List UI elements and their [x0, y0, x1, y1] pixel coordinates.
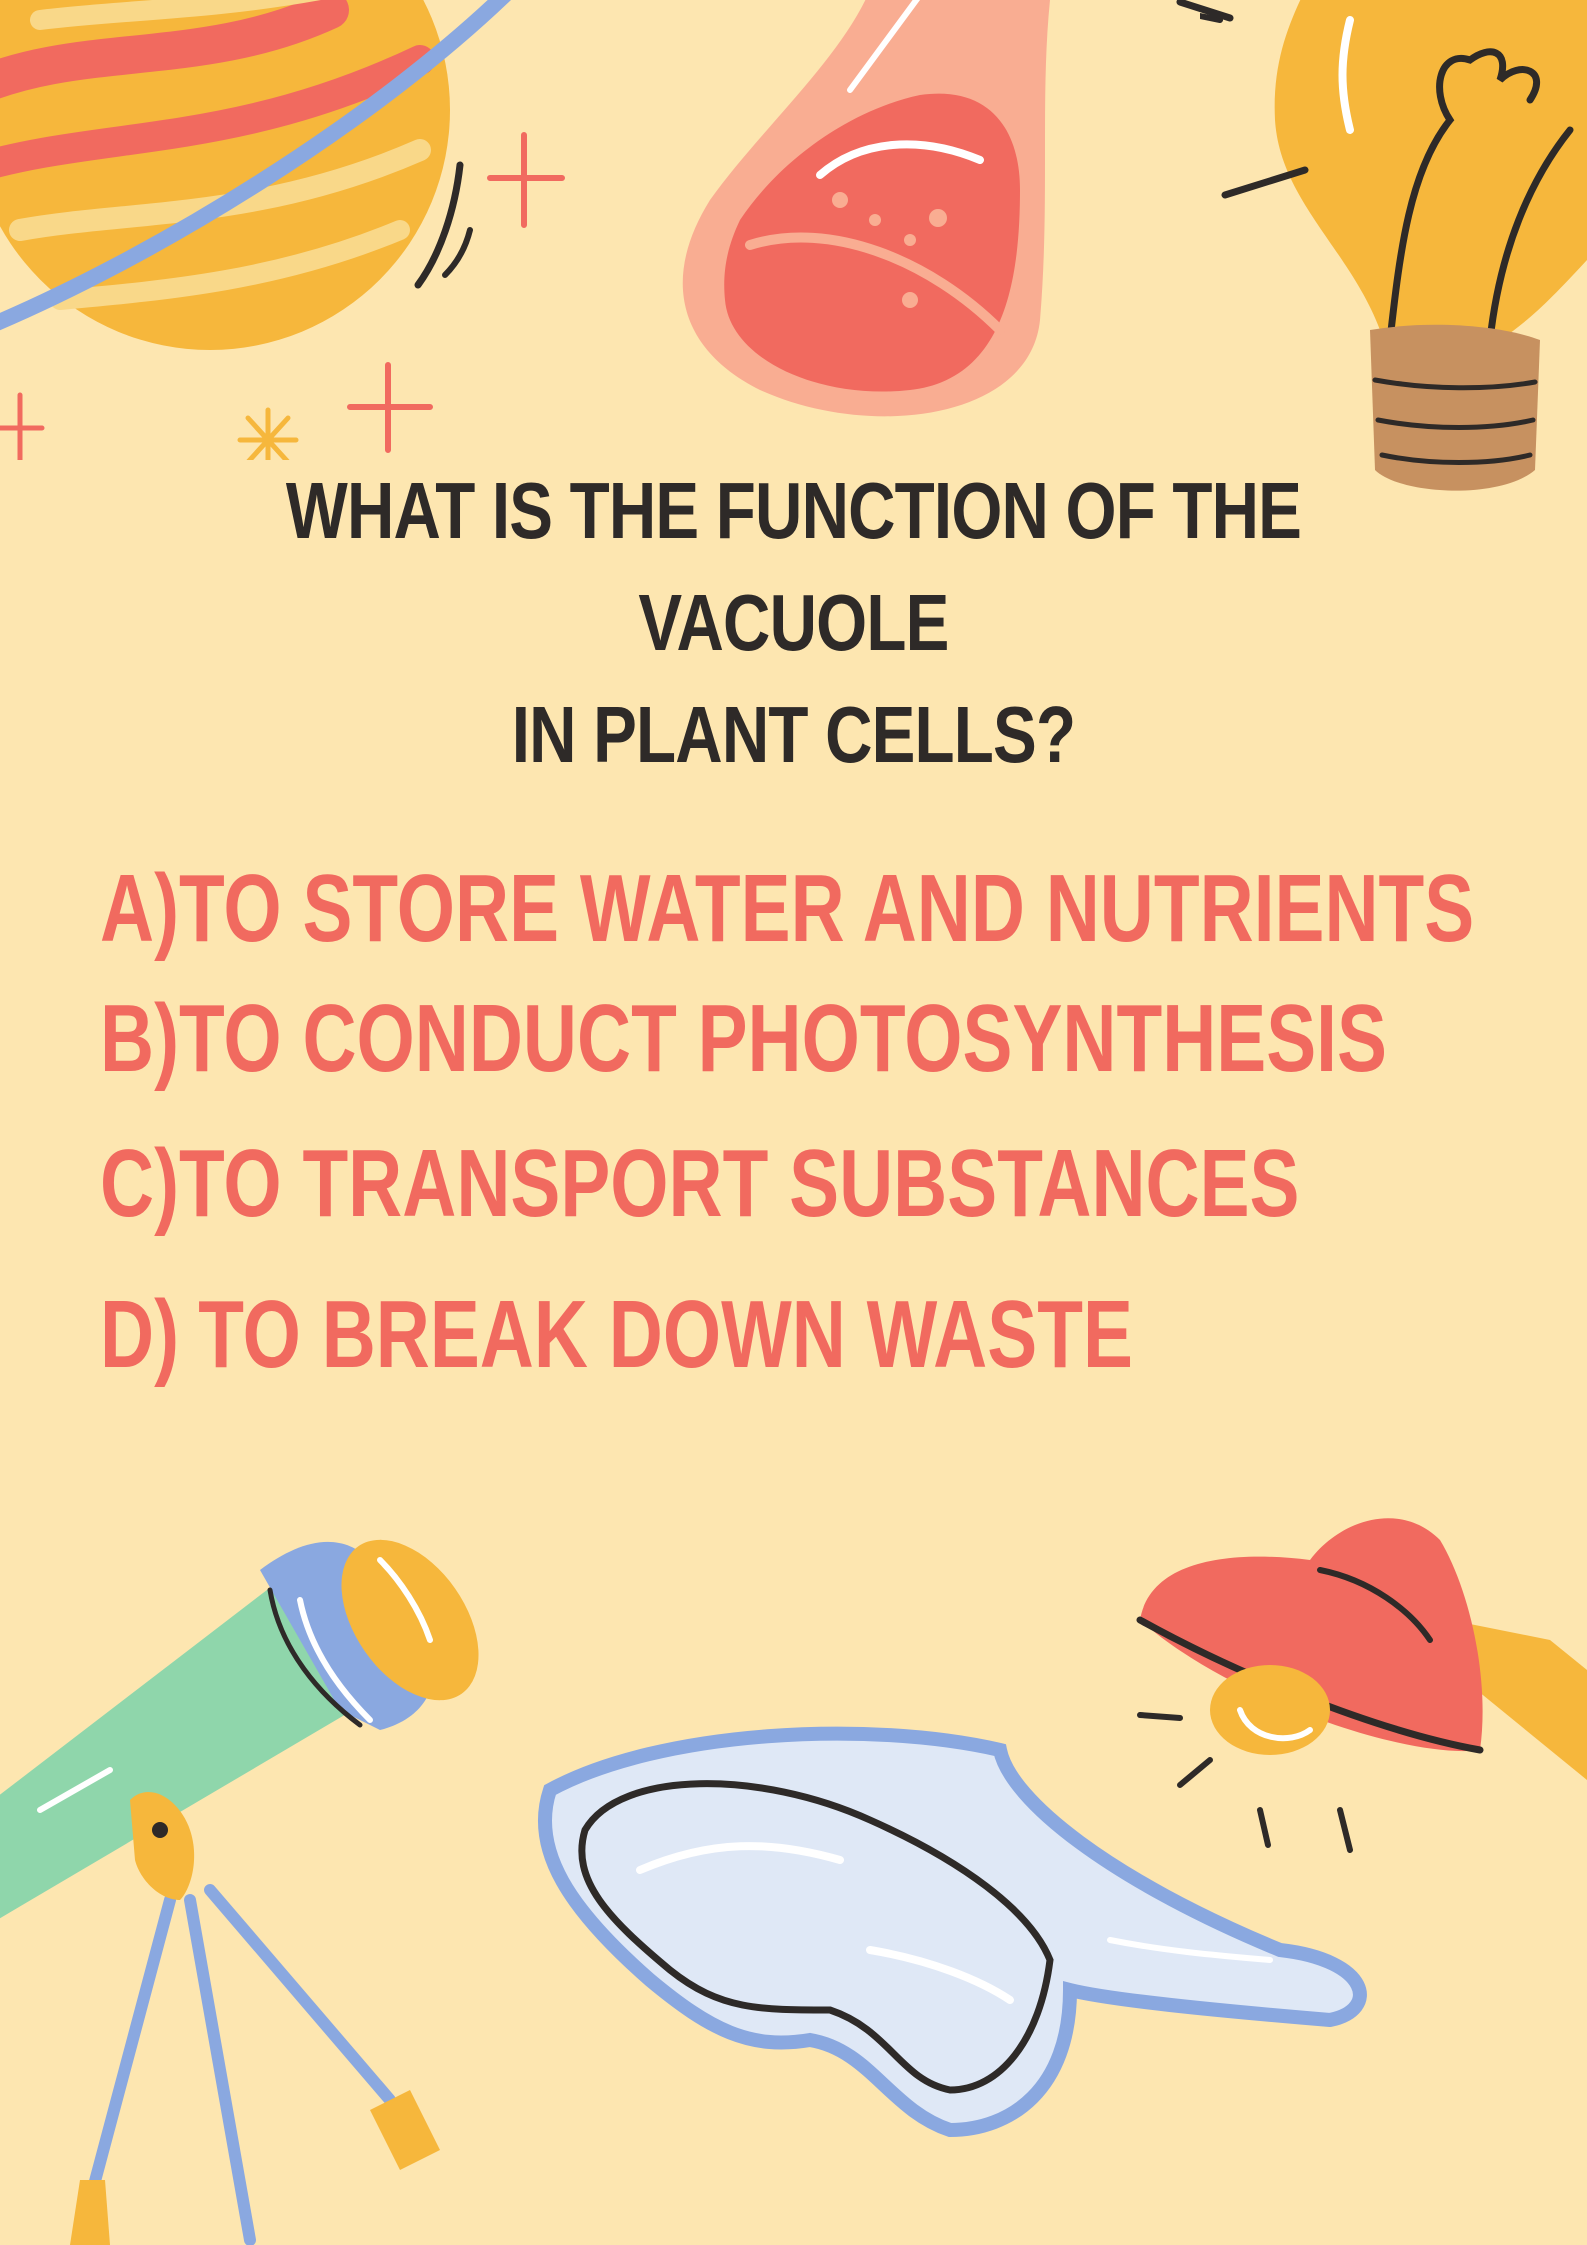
telescope-icon [0, 1539, 479, 2245]
answer-option-c: C) TO TRANSPORT SUBSTANCES [100, 1129, 1300, 1239]
answer-text: TO STORE WATER AND NUTRIENTS [179, 855, 1475, 962]
answer-text: TO CONDUCT PHOTOSYNTHESIS [179, 985, 1387, 1092]
answer-option-d: D) TO BREAK DOWN WASTE [100, 1280, 1223, 1390]
answer-letter: C) [100, 1130, 180, 1237]
safety-goggles-icon [537, 1726, 1367, 2138]
flask-icon [682, 0, 1050, 417]
answer-text: TO TRANSPORT SUBSTANCES [179, 1130, 1300, 1237]
answer-letter: D) [100, 1281, 180, 1388]
answer-option-b: B) TO CONDUCT PHOTOSYNTHESIS [100, 984, 1387, 1094]
question-line-2: IN PLANT CELLS? [511, 690, 1076, 779]
answer-option-a: A) TO STORE WATER AND NUTRIENTS [100, 854, 1474, 964]
question-title: WHAT IS THE FUNCTION OF THE VACUOLE IN P… [143, 455, 1444, 791]
light-bulb-icon [1200, 0, 1587, 491]
desk-lamp-icon [1136, 1518, 1587, 1853]
flask-icon [1176, 0, 1234, 22]
answer-text: TO BREAK DOWN WASTE [198, 1281, 1133, 1388]
answer-letter: A) [100, 855, 180, 962]
planet-icon [0, 0, 565, 460]
question-line-1: WHAT IS THE FUNCTION OF THE VACUOLE [285, 466, 1302, 667]
answer-letter: B) [100, 985, 180, 1092]
